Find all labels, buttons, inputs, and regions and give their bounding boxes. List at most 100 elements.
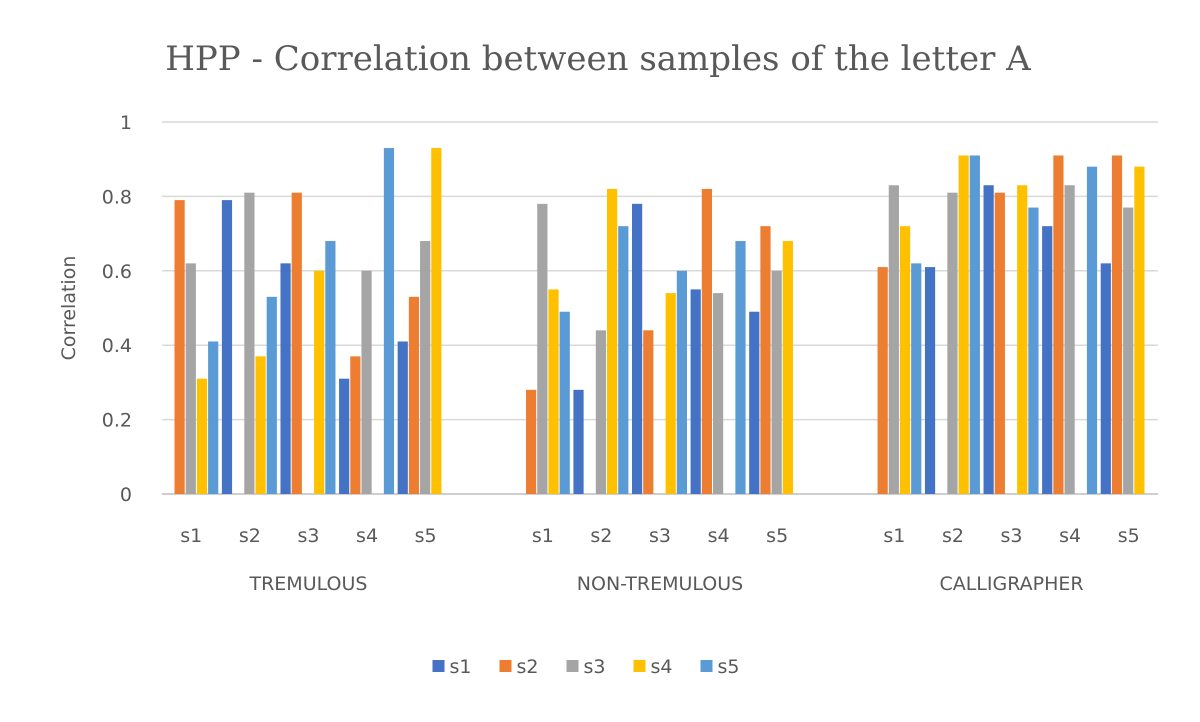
bar-tremulous-s1-s3	[185, 263, 196, 494]
group-label: TREMULOUS	[248, 573, 367, 595]
group-labels: TREMULOUS NON-TREMULOUS CALLIGRAPHER	[248, 573, 1083, 595]
bar-calligrapher-s4-s5	[1086, 166, 1098, 494]
x-tick-label: s2	[239, 525, 261, 547]
x-tick-label: s2	[942, 525, 964, 547]
bar-tremulous-s4-s3	[361, 270, 372, 494]
group-label: NON-TREMULOUS	[577, 573, 743, 595]
bar-non-tremulous-s4-s2	[701, 188, 712, 494]
bar-tremulous-s2-s3	[244, 192, 255, 494]
bar-non-tremulous-s5-s2	[760, 226, 771, 494]
y-tick-labels: 0 0.2 0.4 0.6 0.8 1	[102, 112, 132, 506]
bar-calligrapher-s5-s4	[1134, 166, 1145, 494]
bar-tremulous-s4-s1	[339, 378, 350, 494]
legend-label-s2: s2	[517, 656, 539, 678]
bar-calligrapher-s1-s3	[888, 185, 899, 495]
x-tick-label: s1	[532, 525, 554, 547]
legend-label-s1: s1	[450, 656, 472, 678]
bar-calligrapher-s2-s3	[947, 192, 958, 494]
bars	[174, 148, 1145, 495]
bar-tremulous-s1-s2	[174, 200, 185, 494]
legend: s1 s2 s3 s4 s5	[432, 656, 740, 678]
bar-calligrapher-s2-s4	[958, 155, 969, 495]
y-tick-label: 1	[120, 112, 132, 134]
legend-label-s4: s4	[651, 656, 673, 678]
x-tick-label: s1	[180, 525, 202, 547]
bar-calligrapher-s1-s4	[899, 226, 911, 494]
bar-non-tremulous-s1-s4	[548, 289, 559, 494]
bar-calligrapher-s2-s1	[924, 267, 936, 494]
bar-non-tremulous-s2-s5	[618, 226, 629, 494]
bar-non-tremulous-s4-s5	[735, 241, 746, 494]
bar-calligrapher-s5-s1	[1100, 263, 1111, 494]
bar-calligrapher-s4-s3	[1064, 185, 1075, 495]
bar-non-tremulous-s1-s2	[526, 389, 537, 494]
legend-swatch-s1	[432, 660, 445, 672]
bar-calligrapher-s2-s5	[969, 155, 980, 495]
legend-label-s5: s5	[718, 656, 740, 678]
bar-non-tremulous-s5-s1	[749, 311, 760, 494]
bar-non-tremulous-s4-s3	[712, 293, 724, 494]
legend-swatch-s3	[566, 660, 579, 672]
y-tick-label: 0.2	[102, 410, 132, 432]
x-tick-label: s4	[708, 525, 730, 547]
bar-tremulous-s4-s5	[383, 148, 395, 495]
x-tick-label: s3	[297, 525, 319, 547]
bar-non-tremulous-s4-s1	[690, 289, 701, 494]
x-tick-label: s5	[1118, 525, 1140, 547]
chart-title: HPP - Correlation between samples of the…	[165, 39, 1031, 79]
y-tick-label: 0.6	[102, 261, 132, 283]
x-tick-label: s4	[356, 525, 378, 547]
bar-non-tremulous-s2-s3	[595, 330, 607, 494]
bar-tremulous-s4-s2	[350, 356, 361, 494]
bar-tremulous-s2-s5	[266, 296, 277, 494]
x-tick-label: s5	[415, 525, 437, 547]
bar-tremulous-s3-s2	[291, 192, 302, 494]
bar-calligrapher-s5-s2	[1111, 155, 1123, 495]
legend-swatch-s5	[700, 660, 713, 672]
bar-non-tremulous-s3-s2	[643, 330, 654, 494]
y-tick-label: 0.4	[102, 335, 132, 357]
x-tick-label: s4	[1059, 525, 1081, 547]
legend-label-s3: s3	[584, 656, 606, 678]
bar-calligrapher-s3-s4	[1017, 185, 1028, 495]
group-label: CALLIGRAPHER	[939, 573, 1083, 595]
legend-swatch-s2	[499, 660, 512, 672]
x-tick-label: s2	[590, 525, 612, 547]
bar-tremulous-s3-s4	[314, 270, 325, 494]
bar-calligrapher-s3-s5	[1028, 207, 1039, 494]
bar-calligrapher-s3-s2	[994, 192, 1005, 494]
bar-tremulous-s5-s2	[408, 296, 420, 494]
bar-non-tremulous-s1-s3	[537, 203, 548, 494]
bar-tremulous-s3-s5	[325, 241, 336, 494]
bar-calligrapher-s4-s1	[1042, 226, 1053, 494]
bar-calligrapher-s3-s1	[983, 185, 994, 495]
x-tick-label: s3	[1001, 525, 1023, 547]
bar-non-tremulous-s3-s1	[632, 203, 643, 494]
x-tick-label: s5	[766, 525, 788, 547]
bar-non-tremulous-s5-s3	[771, 270, 782, 494]
bar-non-tremulous-s5-s4	[782, 241, 793, 494]
x-tick-labels: s1 s2 s3 s4 s5 s1 s2 s3 s4 s5 s1 s2 s3 s4 s5	[180, 525, 1139, 547]
bar-non-tremulous-s2-s4	[607, 188, 618, 494]
bar-tremulous-s2-s1	[221, 200, 233, 494]
y-tick-label: 0.8	[102, 186, 132, 208]
bar-tremulous-s5-s1	[397, 341, 408, 494]
bar-tremulous-s1-s5	[208, 341, 219, 494]
bar-calligrapher-s4-s2	[1053, 155, 1064, 495]
legend-swatch-s4	[633, 660, 646, 672]
x-tick-label: s3	[649, 525, 671, 547]
bar-calligrapher-s1-s2	[877, 267, 888, 494]
bar-tremulous-s2-s4	[255, 356, 266, 494]
bar-tremulous-s5-s4	[431, 148, 442, 495]
bar-tremulous-s5-s3	[420, 241, 431, 494]
bar-non-tremulous-s3-s4	[665, 293, 676, 494]
y-tick-label: 0	[120, 484, 132, 506]
y-axis-label: Correlation	[58, 256, 80, 361]
bar-non-tremulous-s1-s5	[559, 311, 570, 494]
bar-calligrapher-s5-s3	[1123, 207, 1134, 494]
bar-tremulous-s3-s1	[280, 263, 291, 494]
bar-calligrapher-s1-s5	[911, 263, 922, 494]
bar-non-tremulous-s3-s5	[676, 270, 687, 494]
bar-tremulous-s1-s4	[196, 378, 208, 494]
